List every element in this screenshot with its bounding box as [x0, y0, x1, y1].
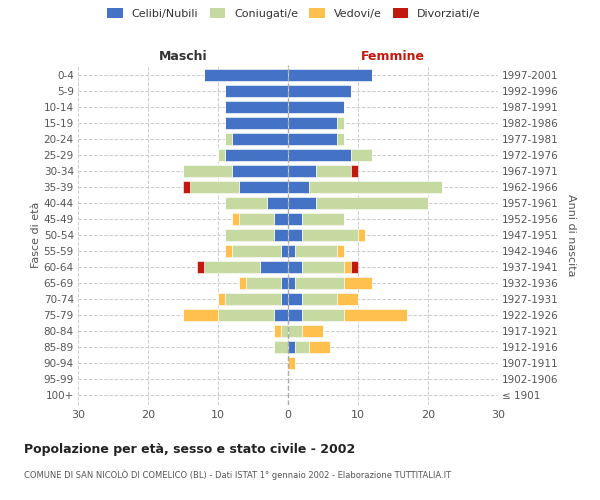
Bar: [344, 309, 407, 321]
Bar: [183, 165, 232, 177]
Bar: [281, 245, 288, 257]
Bar: [295, 277, 344, 289]
Bar: [204, 68, 288, 80]
Bar: [351, 149, 372, 161]
Bar: [281, 325, 288, 337]
Bar: [302, 325, 323, 337]
Bar: [183, 181, 190, 193]
Text: Popolazione per età, sesso e stato civile - 2002: Popolazione per età, sesso e stato civil…: [24, 442, 355, 456]
Bar: [274, 229, 288, 241]
Bar: [302, 213, 344, 225]
Bar: [225, 245, 232, 257]
Bar: [288, 309, 302, 321]
Bar: [337, 293, 358, 305]
Bar: [218, 149, 225, 161]
Bar: [288, 68, 372, 80]
Bar: [302, 309, 344, 321]
Bar: [288, 84, 351, 96]
Bar: [288, 116, 337, 128]
Bar: [260, 261, 288, 273]
Bar: [239, 277, 246, 289]
Bar: [288, 325, 302, 337]
Bar: [232, 213, 239, 225]
Bar: [316, 165, 351, 177]
Bar: [225, 197, 267, 209]
Text: Maschi: Maschi: [158, 50, 208, 64]
Bar: [288, 149, 351, 161]
Text: Femmine: Femmine: [361, 50, 425, 64]
Bar: [218, 293, 225, 305]
Bar: [225, 84, 288, 96]
Legend: Celibi/Nubili, Coniugati/e, Vedovi/e, Divorziati/e: Celibi/Nubili, Coniugati/e, Vedovi/e, Di…: [107, 8, 481, 19]
Bar: [239, 213, 274, 225]
Bar: [309, 181, 442, 193]
Bar: [351, 165, 358, 177]
Bar: [302, 229, 358, 241]
Bar: [288, 100, 344, 112]
Bar: [225, 149, 288, 161]
Bar: [351, 261, 358, 273]
Bar: [344, 261, 351, 273]
Bar: [288, 229, 302, 241]
Bar: [288, 181, 309, 193]
Bar: [225, 100, 288, 112]
Bar: [274, 341, 288, 353]
Bar: [246, 277, 281, 289]
Bar: [218, 309, 274, 321]
Bar: [302, 293, 337, 305]
Bar: [337, 116, 344, 128]
Bar: [337, 245, 344, 257]
Bar: [232, 133, 288, 145]
Bar: [288, 213, 302, 225]
Bar: [274, 213, 288, 225]
Bar: [267, 197, 288, 209]
Bar: [288, 293, 302, 305]
Bar: [337, 133, 344, 145]
Bar: [225, 133, 232, 145]
Bar: [309, 341, 330, 353]
Bar: [288, 277, 295, 289]
Bar: [274, 325, 281, 337]
Bar: [225, 293, 281, 305]
Bar: [183, 309, 218, 321]
Bar: [197, 261, 204, 273]
Bar: [281, 293, 288, 305]
Bar: [302, 261, 344, 273]
Bar: [344, 277, 372, 289]
Bar: [232, 165, 288, 177]
Bar: [239, 181, 288, 193]
Bar: [288, 245, 295, 257]
Bar: [288, 197, 316, 209]
Bar: [190, 181, 239, 193]
Bar: [288, 358, 295, 370]
Bar: [225, 116, 288, 128]
Bar: [295, 245, 337, 257]
Y-axis label: Anni di nascita: Anni di nascita: [566, 194, 575, 276]
Bar: [288, 133, 337, 145]
Bar: [288, 165, 316, 177]
Bar: [225, 229, 274, 241]
Bar: [288, 341, 295, 353]
Bar: [288, 261, 302, 273]
Bar: [232, 245, 281, 257]
Bar: [316, 197, 428, 209]
Bar: [204, 261, 260, 273]
Text: COMUNE DI SAN NICOLÒ DI COMELICO (BL) - Dati ISTAT 1° gennaio 2002 - Elaborazion: COMUNE DI SAN NICOLÒ DI COMELICO (BL) - …: [24, 470, 451, 480]
Bar: [281, 277, 288, 289]
Bar: [274, 309, 288, 321]
Bar: [358, 229, 365, 241]
Y-axis label: Fasce di età: Fasce di età: [31, 202, 41, 268]
Bar: [295, 341, 309, 353]
